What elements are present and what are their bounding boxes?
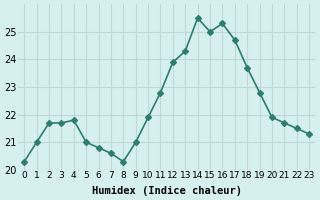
X-axis label: Humidex (Indice chaleur): Humidex (Indice chaleur) [92, 186, 242, 196]
